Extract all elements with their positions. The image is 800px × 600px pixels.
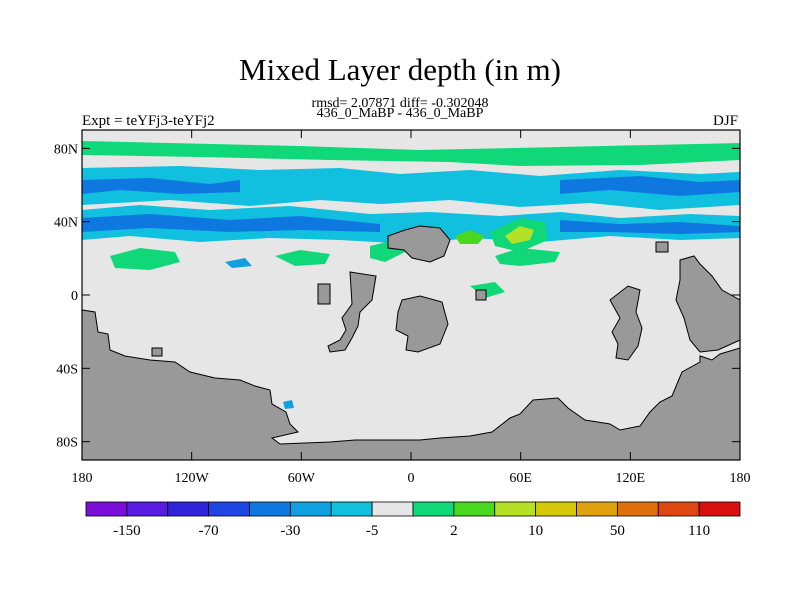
x-tick-label: 60W xyxy=(288,471,316,486)
colorbar-label: 110 xyxy=(688,523,710,539)
season-label: DJF xyxy=(712,113,738,129)
colorbar-box xyxy=(85,501,128,517)
plot-title: Mixed Layer depth (in m) xyxy=(239,52,561,87)
x-tick-label: 120E xyxy=(616,471,646,486)
y-tick-label: 80S xyxy=(56,436,78,451)
land-asia-east xyxy=(609,285,643,361)
y-tick-label: 40S xyxy=(56,362,78,377)
colorbar-box xyxy=(616,501,659,517)
anomaly-core-pacific xyxy=(82,178,240,194)
colorbar-label: -5 xyxy=(366,523,379,539)
colorbar-label: 2 xyxy=(450,523,458,539)
colorbar-label: -150 xyxy=(113,523,141,539)
colorbar-box xyxy=(371,501,414,517)
x-tick-label: 120W xyxy=(175,471,210,486)
colorbar-label: -70 xyxy=(199,523,219,539)
colorbar-box xyxy=(494,501,537,517)
x-tick-label: 60E xyxy=(509,471,532,486)
land-europe xyxy=(387,225,451,263)
y-tick-label: 80N xyxy=(54,142,78,157)
x-tick-label: 180 xyxy=(72,471,93,486)
colorbar-label: 10 xyxy=(528,523,543,539)
anomaly-core-atlantic xyxy=(560,176,740,196)
anomaly-positive-arabian-core xyxy=(505,226,534,244)
colorbar-label: -30 xyxy=(280,523,300,539)
anomaly-negative-south xyxy=(283,400,294,409)
y-axis: 80N 40N 0 40S 80S xyxy=(54,142,740,451)
x-axis: 180 120W 60W 0 60E 120E 180 xyxy=(72,130,751,486)
colorbar: -150 -70 -30 -5 2 10 50 110 xyxy=(85,501,741,539)
anomaly-positive-indian xyxy=(495,248,560,266)
land-small-south xyxy=(151,347,163,357)
anomaly-negative-small xyxy=(225,258,252,268)
land-americas xyxy=(327,271,377,353)
anomaly-positive-mediterranean xyxy=(455,230,485,244)
colorbar-box xyxy=(330,501,373,517)
anomaly-band-high-arctic xyxy=(82,141,740,166)
anomaly-core-40n-east xyxy=(560,220,740,234)
x-tick-label: 180 xyxy=(730,471,751,486)
y-tick-label: 40N xyxy=(54,216,78,231)
anomaly-positive-ne-pacific xyxy=(275,250,330,266)
colorbar-box xyxy=(208,501,250,517)
colorbar-label: 50 xyxy=(610,523,625,539)
colorbar-box xyxy=(126,501,169,517)
land-africa xyxy=(395,295,449,353)
anomaly-band-60n xyxy=(82,166,740,210)
colorbar-box xyxy=(453,501,496,517)
land-island-west xyxy=(317,283,331,305)
land-small-island xyxy=(475,289,487,301)
stats-line: rmsd= 2.07871 diff= -0.302048 xyxy=(311,96,489,111)
colorbar-box xyxy=(657,501,700,517)
colorbar-box xyxy=(412,501,455,517)
land-mask xyxy=(81,225,741,461)
x-tick-label: 0 xyxy=(408,471,415,486)
colorbar-box xyxy=(289,501,332,517)
colorbar-box xyxy=(698,501,741,517)
colorbar-box xyxy=(249,501,291,517)
colorbar-box xyxy=(535,501,577,517)
y-tick-label: 0 xyxy=(71,289,78,304)
anomaly-core-40n xyxy=(82,214,380,232)
anomaly-positive-tropical xyxy=(470,282,505,298)
land-australia xyxy=(675,255,741,353)
field-anomalies xyxy=(82,141,740,409)
anomaly-band-40n xyxy=(82,205,740,244)
runs-line: 436_0_MaBP - 436_0_MaBP xyxy=(316,106,484,121)
land-far-east-island xyxy=(655,241,669,253)
land-antarctica xyxy=(81,309,741,461)
anomaly-positive-west-pacific xyxy=(110,248,180,270)
experiment-label: Expt = teYFj3-teYFj2 xyxy=(82,113,215,129)
colorbar-box xyxy=(167,501,210,517)
map-panel xyxy=(81,129,741,461)
colorbar-box xyxy=(576,501,618,517)
